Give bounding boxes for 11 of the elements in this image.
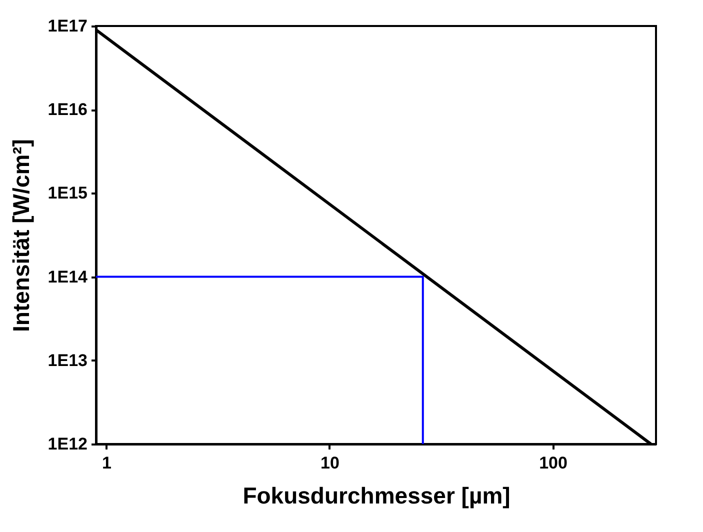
x-tick-label: 100 [539,454,568,472]
y-tick-label: 1E16 [48,100,88,120]
x-axis-title: Fokusdurchmesser [µm] [242,482,510,508]
y-tick-label: 1E13 [48,350,88,370]
y-tick-label: 1E12 [48,434,88,454]
y-tick-label: 1E15 [48,184,88,203]
x-tick-label: 1 [102,454,112,472]
y-axis-title: Intensität [W/cm²] [8,139,34,332]
y-tick-label: 1E17 [48,16,88,36]
y-tick-label: 1E14 [48,267,88,286]
x-tick-label: 10 [320,454,340,472]
